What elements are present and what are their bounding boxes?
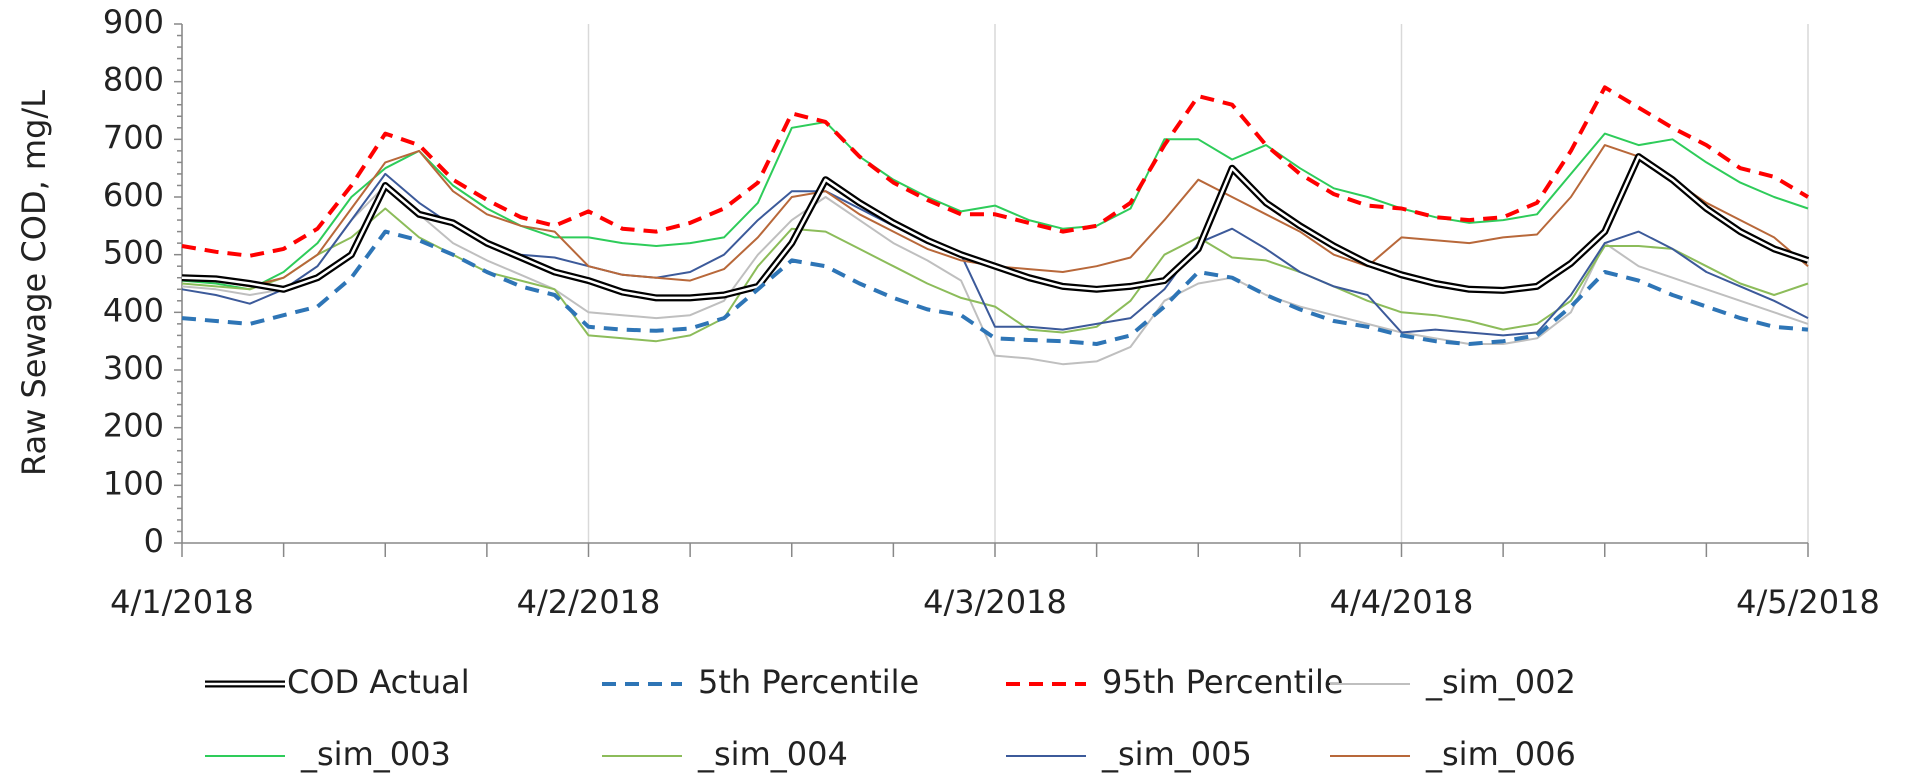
x-tick-label: 4/3/2018 bbox=[923, 583, 1067, 621]
legend-label: _sim_003 bbox=[300, 735, 451, 773]
x-tick-label: 4/2/2018 bbox=[517, 583, 661, 621]
x-tick-label: 4/5/2018 bbox=[1736, 583, 1880, 621]
series-line bbox=[181, 229, 1809, 346]
legend-label: 5th Percentile bbox=[698, 663, 919, 701]
legend-label: _sim_002 bbox=[1425, 663, 1576, 701]
legend-label: _sim_004 bbox=[697, 735, 848, 773]
y-axis-label: Raw Sewage COD, mg/L bbox=[15, 90, 53, 476]
y-tick-label: 600 bbox=[103, 176, 164, 214]
x-tick-label: 4/1/2018 bbox=[110, 583, 254, 621]
x-tick-label: 4/4/2018 bbox=[1330, 583, 1474, 621]
y-tick-label: 400 bbox=[103, 291, 164, 329]
legend-label: 95th Percentile bbox=[1102, 663, 1344, 701]
series-line bbox=[181, 85, 1810, 258]
y-tick-label: 100 bbox=[103, 464, 164, 502]
y-tick-label: 900 bbox=[103, 3, 164, 41]
y-tick-label: 300 bbox=[103, 349, 164, 387]
series-line bbox=[181, 184, 1809, 366]
y-tick-label: 200 bbox=[103, 407, 164, 445]
legend-label: _sim_005 bbox=[1101, 735, 1252, 773]
series-line bbox=[181, 121, 1809, 291]
legend-label: COD Actual bbox=[287, 663, 470, 701]
y-tick-label: 800 bbox=[103, 61, 164, 99]
y-tick-label: 700 bbox=[103, 118, 164, 156]
y-tick-label: 0 bbox=[144, 522, 164, 560]
series-line-inner bbox=[181, 155, 1809, 300]
legend-label: _sim_006 bbox=[1425, 735, 1576, 773]
y-tick-label: 500 bbox=[103, 234, 164, 272]
